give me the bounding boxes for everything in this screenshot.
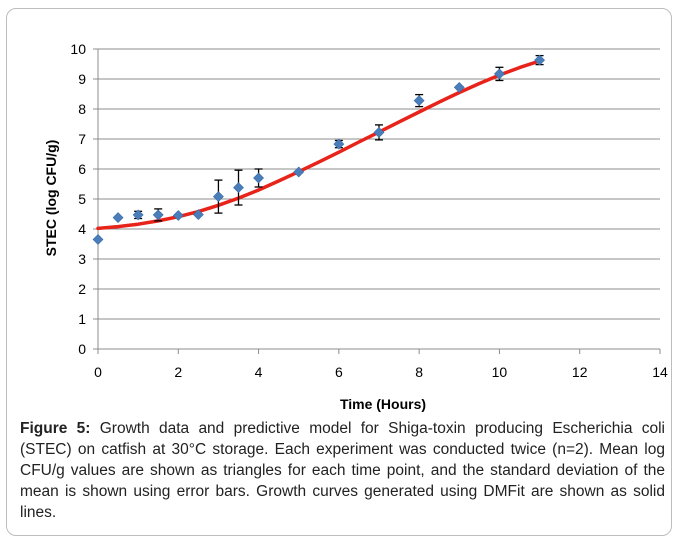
y-tick-label: 4 xyxy=(78,221,86,237)
data-point xyxy=(132,209,144,221)
data-point xyxy=(152,209,164,221)
caption-text: Growth data and predictive model for Shi… xyxy=(20,420,665,521)
x-tick-label: 4 xyxy=(255,364,263,380)
y-tick-label: 0 xyxy=(78,341,86,357)
data-point xyxy=(293,166,305,178)
x-tick-label: 14 xyxy=(652,364,668,380)
data-point xyxy=(333,138,345,150)
data-point xyxy=(373,126,385,138)
x-tick-label: 12 xyxy=(572,364,588,380)
data-points xyxy=(92,54,545,245)
x-tick-label: 0 xyxy=(94,364,102,380)
caption-label: Figure 5: xyxy=(20,420,91,437)
figure-frame xyxy=(6,8,672,536)
y-tick-label: 7 xyxy=(78,131,86,147)
data-point xyxy=(192,209,204,221)
data-point xyxy=(233,182,244,194)
data-point xyxy=(534,54,545,66)
data-point xyxy=(253,172,264,184)
model-curve-line xyxy=(96,59,542,231)
error-bars xyxy=(134,54,544,222)
y-tick-label: 2 xyxy=(78,281,86,297)
data-point xyxy=(453,81,465,93)
y-tick-label: 9 xyxy=(78,71,86,87)
y-tick-label: 3 xyxy=(78,251,86,267)
data-point xyxy=(494,68,505,80)
x-tick-labels: 0 2 4 6 8 10 12 14 xyxy=(94,364,668,380)
y-tick-label: 10 xyxy=(70,41,86,57)
figure-caption: Figure 5: Growth data and predictive mod… xyxy=(20,418,665,523)
data-point xyxy=(112,212,124,224)
x-tick-label: 10 xyxy=(492,364,508,380)
data-point xyxy=(213,191,224,203)
y-tick-label: 8 xyxy=(78,101,86,117)
y-tick-label: 1 xyxy=(78,311,86,327)
x-tick-label: 8 xyxy=(415,364,423,380)
x-tick-label: 2 xyxy=(174,364,182,380)
y-axis-label: STEC (log CFU/g) xyxy=(43,140,59,257)
y-tick-label: 5 xyxy=(78,191,86,207)
data-point xyxy=(172,210,184,221)
axes xyxy=(93,48,661,354)
x-axis-label: Time (Hours) xyxy=(340,396,426,412)
y-tick-label: 6 xyxy=(78,161,86,177)
data-point xyxy=(92,234,104,245)
gridlines xyxy=(98,48,660,320)
data-point xyxy=(413,95,425,107)
model-curve xyxy=(96,59,542,231)
y-tick-labels: 0 1 2 3 4 5 6 7 8 9 10 xyxy=(70,41,86,357)
x-tick-label: 6 xyxy=(335,364,343,380)
